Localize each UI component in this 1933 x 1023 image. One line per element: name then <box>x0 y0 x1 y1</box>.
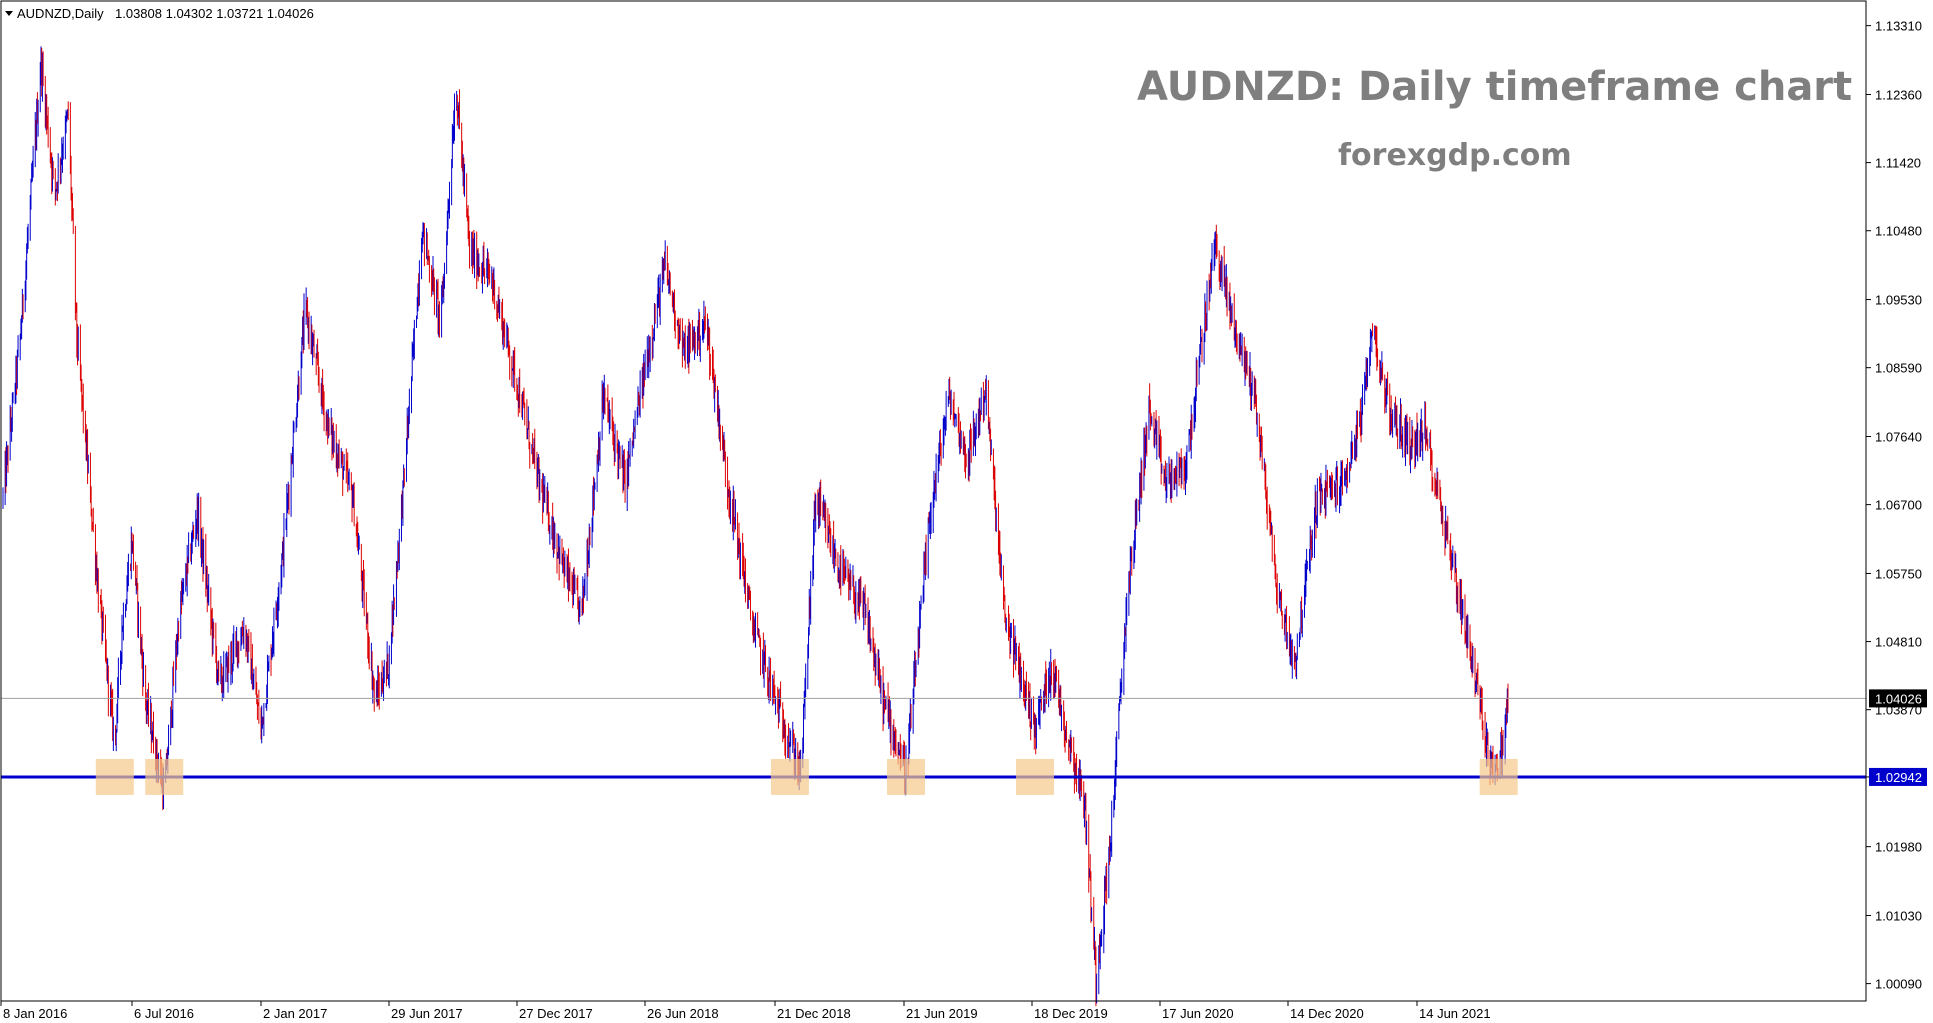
x-tick-label: 14 Jun 2021 <box>1419 1006 1491 1021</box>
x-tick-label: 27 Dec 2017 <box>519 1006 593 1021</box>
x-tick-label: 8 Jan 2016 <box>3 1006 67 1021</box>
y-tick-label: 1.07640 <box>1875 430 1922 445</box>
ohlc-values: 1.03808 1.04302 1.03721 1.04026 <box>115 6 314 21</box>
chart-annotation-title: AUDNZD: Daily timeframe chart <box>1137 64 1852 110</box>
support-touch-highlight <box>95 758 134 795</box>
x-tick-label: 2 Jan 2017 <box>263 1006 327 1021</box>
y-tick-label: 1.12360 <box>1875 87 1922 102</box>
support-touch-highlight <box>145 758 184 795</box>
y-tick-label: 1.01030 <box>1875 908 1922 923</box>
x-tick-label: 17 Jun 2020 <box>1162 1006 1234 1021</box>
support-touch-highlight <box>887 758 925 795</box>
x-tick-label: 18 Dec 2019 <box>1034 1006 1108 1021</box>
y-tick-label: 1.13310 <box>1875 19 1922 34</box>
y-tick-label: 1.01980 <box>1875 840 1922 855</box>
x-tick-label: 14 Dec 2020 <box>1290 1006 1364 1021</box>
y-tick-label: 1.04810 <box>1875 635 1922 650</box>
plot-border <box>0 0 1867 1002</box>
y-tick-label: 1.06700 <box>1875 498 1922 513</box>
y-tick-label: 1.08590 <box>1875 361 1922 376</box>
x-tick-label: 29 Jun 2017 <box>391 1006 463 1021</box>
candles-group <box>2 46 1509 1007</box>
x-tick-label: 26 Jun 2018 <box>647 1006 719 1021</box>
y-tick-label: 1.05750 <box>1875 566 1922 581</box>
current-price-box <box>1869 689 1927 708</box>
support-touch-highlight <box>1479 758 1518 795</box>
x-tick-label: 21 Jun 2019 <box>906 1006 978 1021</box>
x-tick-label: 21 Dec 2018 <box>777 1006 851 1021</box>
y-tick-label: 1.00090 <box>1875 977 1922 992</box>
x-tick-label: 6 Jul 2016 <box>134 1006 194 1021</box>
y-tick-label: 1.09530 <box>1875 293 1922 308</box>
support-touch-highlight <box>770 758 809 795</box>
support-touch-highlight <box>1016 758 1054 795</box>
collapse-triangle-icon[interactable] <box>5 11 13 16</box>
chart-annotation-subtitle: forexgdp.com <box>1338 138 1572 173</box>
y-tick-label: 1.10480 <box>1875 224 1922 239</box>
current-price-label: 1.04026 <box>1875 691 1922 706</box>
support-price-label: 1.02942 <box>1875 770 1922 785</box>
symbol-timeframe: AUDNZD,Daily <box>17 6 104 21</box>
support-price-box <box>1869 767 1927 786</box>
y-tick-label: 1.11420 <box>1875 156 1921 171</box>
